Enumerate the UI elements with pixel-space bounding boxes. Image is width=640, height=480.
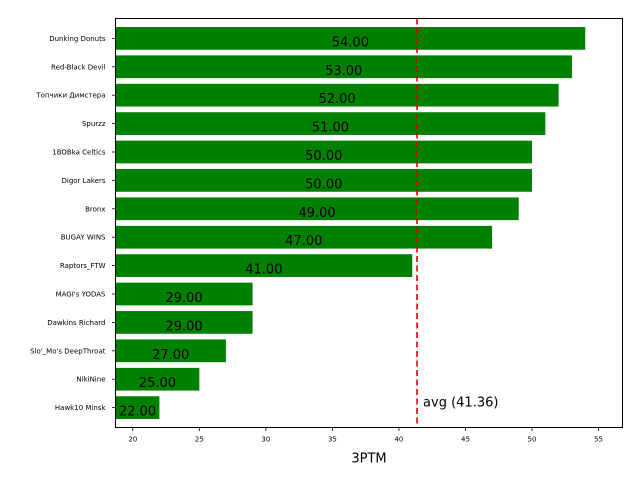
bar bbox=[115, 311, 253, 334]
bars-layer bbox=[115, 27, 586, 419]
average-layer: avg (41.36) bbox=[416, 18, 498, 428]
y-axis-ticks: Dunking Donuts Red-Black Devil Топчики Дим… bbox=[30, 35, 116, 412]
y-tick-label: NikiNine bbox=[76, 376, 105, 384]
y-tick-label: Dawkins Richard bbox=[47, 319, 105, 327]
bar bbox=[115, 140, 533, 164]
bar-value-label: 54.00 bbox=[332, 35, 369, 50]
bar bbox=[115, 83, 559, 107]
y-tick-label: MAGI's YODAS bbox=[56, 291, 106, 299]
bar bbox=[115, 254, 413, 277]
x-axis-ticks: 20 25 30 35 40 45 50 55 bbox=[128, 427, 603, 444]
bar-value-label: 50.00 bbox=[305, 177, 342, 192]
x-tick-label: 25 bbox=[195, 436, 204, 444]
y-tick-label: Hawk10 Minsk bbox=[55, 404, 107, 412]
x-tick-label: 30 bbox=[261, 436, 270, 444]
y-tick-label: Топчики Димстера bbox=[35, 92, 105, 100]
x-tick-label: 45 bbox=[461, 436, 470, 444]
y-tick-label: Raptors_FTW bbox=[60, 262, 106, 270]
bar-value-label: 52.00 bbox=[318, 92, 355, 107]
bar-value-label: 47.00 bbox=[285, 234, 322, 249]
y-tick-label: BUGAY WINS bbox=[61, 234, 106, 242]
bar-value-label: 27.00 bbox=[152, 348, 189, 363]
y-tick-label: Spurzz bbox=[82, 120, 106, 128]
y-tick-label: Digor Lakers bbox=[62, 177, 106, 185]
bar bbox=[115, 282, 253, 306]
x-tick-label: 40 bbox=[394, 436, 403, 444]
x-tick-label: 35 bbox=[328, 436, 337, 444]
bar bbox=[115, 55, 572, 79]
bar-value-label: 41.00 bbox=[245, 263, 282, 278]
bar bbox=[115, 112, 546, 135]
y-tick-label: Bronx bbox=[85, 205, 105, 213]
x-tick-label: 55 bbox=[594, 436, 603, 444]
y-tick-label: Slo'_Mo's DeepThroat bbox=[30, 347, 106, 355]
bar-value-label: 50.00 bbox=[305, 149, 342, 164]
bar-value-label: 49.00 bbox=[298, 206, 335, 221]
bar bbox=[115, 169, 533, 192]
bar bbox=[115, 396, 160, 419]
bar bbox=[115, 339, 226, 363]
bar bbox=[115, 225, 493, 249]
value-labels-layer: 54.00 53.00 52.00 51.00 50.00 50.00 49.00 47.00… bbox=[119, 35, 369, 419]
average-label: avg (41.36) bbox=[423, 396, 498, 411]
bar-value-label: 29.00 bbox=[165, 291, 202, 306]
bar bbox=[115, 367, 200, 391]
bar-value-label: 22.00 bbox=[119, 405, 156, 420]
bar bbox=[115, 197, 519, 221]
y-tick-label: 1BOBka Celtics bbox=[52, 148, 106, 156]
x-tick-label: 50 bbox=[528, 436, 537, 444]
y-tick-label: Dunking Donuts bbox=[49, 35, 106, 43]
x-tick-label: 20 bbox=[128, 436, 137, 444]
bar bbox=[115, 27, 586, 50]
y-tick-label: Red-Black Devil bbox=[51, 63, 106, 71]
bar-value-label: 29.00 bbox=[165, 319, 202, 334]
plot-frame bbox=[115, 18, 623, 428]
x-axis-title: 3PTM bbox=[351, 452, 386, 467]
bar-value-label: 51.00 bbox=[312, 121, 349, 136]
bar-value-label: 25.00 bbox=[139, 376, 176, 391]
bar-value-label: 53.00 bbox=[325, 64, 362, 79]
